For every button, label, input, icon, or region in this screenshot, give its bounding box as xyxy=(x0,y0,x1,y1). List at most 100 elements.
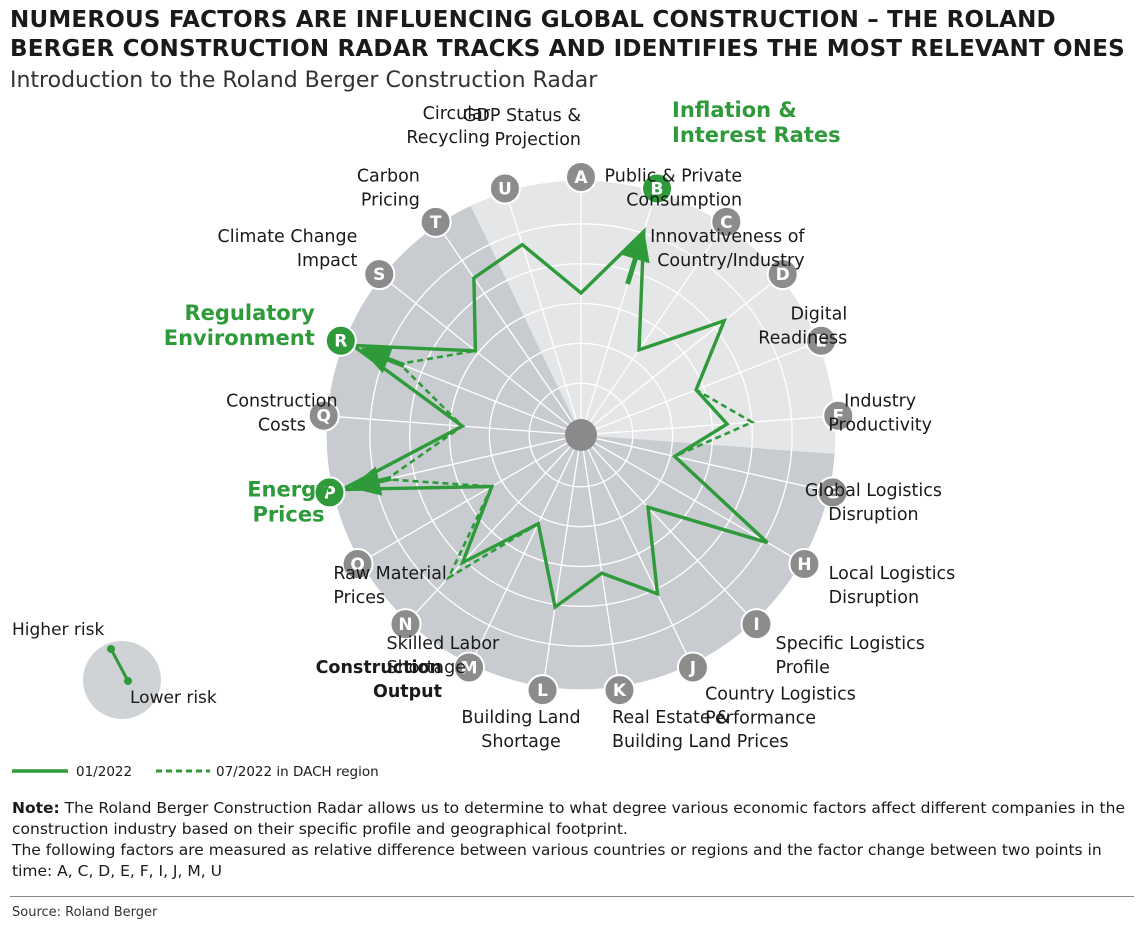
factor-marker-disc-I xyxy=(740,608,773,641)
factor-marker-D: D xyxy=(766,258,799,291)
factor-label-C-line-1: Public & Private xyxy=(605,166,743,186)
note-lead: Note: xyxy=(12,799,60,817)
factor-marker-disc-G xyxy=(816,476,849,509)
factor-label-I-line-1: Specific Logistics xyxy=(776,634,925,654)
risk-scale-disc xyxy=(83,641,161,719)
factor-label-G-line-1: Global Logistics xyxy=(805,481,942,501)
radar-center-hub xyxy=(565,419,597,451)
factor-label-C-line-2: Consumption xyxy=(626,190,742,210)
note-paragraph-1: Note: The Roland Berger Construction Rad… xyxy=(12,798,1132,840)
factor-label-E-line-2: Readiness xyxy=(758,329,847,349)
factor-marker-letter-S: S xyxy=(373,265,385,285)
factor-marker-disc-M xyxy=(453,651,486,684)
factor-label-D-line-2: Country/Industry xyxy=(657,251,804,271)
factor-label-B-line-2: Interest Rates xyxy=(672,123,841,147)
factor-marker-J: J xyxy=(676,651,709,684)
source-divider xyxy=(10,896,1134,897)
legend-dashed-label: 07/2022 in DACH region xyxy=(216,764,379,780)
factor-label-K-line-1: Real Estate & xyxy=(612,708,730,728)
factor-marker-letter-H: H xyxy=(797,555,811,575)
factor-marker-disc-E xyxy=(805,324,838,357)
factor-label-U-line-2: Recycling xyxy=(406,128,490,148)
radar-spoke-E xyxy=(580,341,819,436)
factor-marker-letter-R: R xyxy=(334,332,347,352)
factor-marker-H: H xyxy=(788,548,821,580)
factor-label-Q-line-2: Costs xyxy=(258,416,306,436)
factor-marker-A: A xyxy=(565,161,597,193)
factor-label-P-line-1: Energy xyxy=(247,478,330,502)
change-arrow-P xyxy=(349,466,392,496)
factor-marker-letter-N: N xyxy=(398,615,412,635)
factor-marker-M: M xyxy=(453,651,486,684)
factor-marker-O: O xyxy=(341,548,374,580)
factor-label-P-line-2: Prices xyxy=(252,503,324,527)
factor-marker-disc-U xyxy=(488,172,521,205)
radar-spoke-T xyxy=(436,223,582,436)
factor-label-T-line-2: Pricing xyxy=(361,190,420,210)
factor-label-U-line-1: Circular xyxy=(423,104,491,124)
radar-spoke-C xyxy=(580,223,726,436)
factor-marker-letter-M: M xyxy=(461,658,478,678)
risk-scale-high-dot xyxy=(107,645,115,653)
factor-label-S-line-1: Climate Change xyxy=(217,227,357,247)
factor-marker-letter-O: O xyxy=(350,555,364,575)
factor-marker-disc-T xyxy=(419,205,452,238)
factor-marker-letter-B: B xyxy=(651,179,664,199)
factor-marker-F: F xyxy=(822,399,855,432)
factor-label-M-line-1: Construction xyxy=(316,658,442,678)
factor-marker-disc-A xyxy=(565,161,597,193)
factor-marker-disc-H xyxy=(788,548,821,580)
radar-spoke-Q xyxy=(326,415,582,436)
risk-scale-legend: Higher risk Lower risk xyxy=(12,620,217,719)
factor-marker-letter-D: D xyxy=(776,265,790,285)
factor-marker-disc-O xyxy=(341,548,374,580)
factor-marker-disc-P xyxy=(313,476,346,509)
factor-label-B-line-1: Inflation & xyxy=(672,98,797,122)
factor-label-L-line-1: Building Land xyxy=(461,708,580,728)
factor-marker-N: N xyxy=(389,608,422,641)
factor-marker-S: S xyxy=(363,258,396,291)
factor-label-H-line-1: Local Logistics xyxy=(829,564,956,584)
factor-label-L-line-2: Shortage xyxy=(481,732,561,752)
source-note: Source: Roland Berger xyxy=(12,905,158,920)
factor-marker-letter-K: K xyxy=(613,681,627,701)
page-subtitle: Introduction to the Roland Berger Constr… xyxy=(10,68,598,93)
factor-label-N-line-1: Skilled Labor xyxy=(386,634,500,654)
factor-marker-disc-B xyxy=(641,172,674,205)
factor-marker-disc-K xyxy=(603,674,636,707)
factor-marker-disc-F xyxy=(822,399,855,432)
factor-label-O-line-1: Raw Material xyxy=(333,564,446,584)
factor-label-M-line-2: Output xyxy=(373,682,442,702)
radar-spoke-N xyxy=(407,434,582,623)
factor-label-N-line-2: Shortage xyxy=(386,658,466,678)
factor-label-A-line-2: Projection xyxy=(494,130,581,150)
factor-label-A-line-1: GDP Status & xyxy=(463,106,581,126)
note-text-1: The Roland Berger Construction Radar all… xyxy=(12,799,1125,838)
factor-label-T-line-1: Carbon xyxy=(357,166,420,186)
factor-marker-disc-L xyxy=(526,674,559,707)
factor-marker-T: T xyxy=(419,205,452,238)
factor-marker-U: U xyxy=(488,172,521,205)
radar-spoke-F xyxy=(580,415,836,436)
factor-label-O-line-2: Prices xyxy=(333,588,385,608)
radar-spoke-U xyxy=(505,191,582,436)
change-arrow-B xyxy=(620,230,650,285)
change-arrow-R xyxy=(360,345,406,374)
radar-spoke-J xyxy=(580,434,693,666)
factor-label-Q-line-1: Construction xyxy=(226,392,337,412)
factor-marker-letter-L: L xyxy=(537,681,548,701)
factor-label-G-line-2: Disruption xyxy=(828,505,918,525)
factor-markers: A B C D E F G H I J K L M N O P Q R S T U xyxy=(307,161,855,707)
factor-marker-letter-Q: Q xyxy=(316,407,330,427)
factor-label-I-line-2: Profile xyxy=(776,658,830,678)
factor-label-H-line-2: Disruption xyxy=(829,588,919,608)
radar-spoke-D xyxy=(580,275,781,436)
radar-spoke-S xyxy=(381,275,582,436)
lower-risk-label: Lower risk xyxy=(130,688,217,708)
factor-marker-letter-T: T xyxy=(430,213,442,233)
factor-marker-disc-J xyxy=(676,651,709,684)
note-block: Note: The Roland Berger Construction Rad… xyxy=(12,798,1132,882)
radar-spoke-M xyxy=(469,434,582,666)
factor-label-R-line-2: Environment xyxy=(164,326,315,350)
series-legend: 01/2022 07/2022 in DACH region xyxy=(12,764,379,780)
